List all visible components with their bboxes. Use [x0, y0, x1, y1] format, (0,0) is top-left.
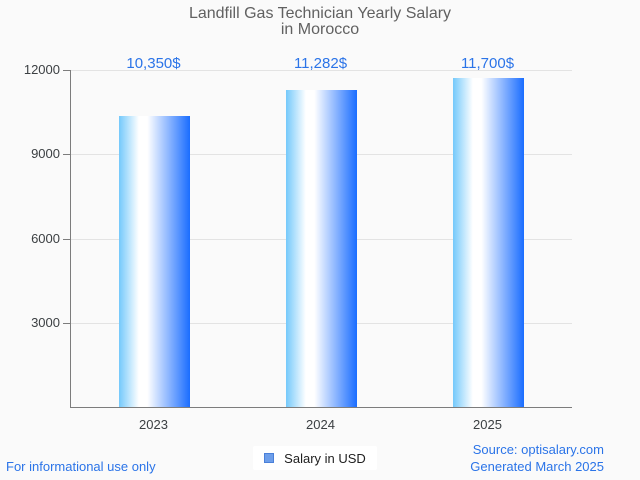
legend: Salary in USD — [253, 446, 377, 470]
x-tick-label: 2023 — [139, 417, 168, 432]
x-tick-label: 2025 — [473, 417, 502, 432]
plot-area — [70, 70, 572, 408]
legend-label: Salary in USD — [284, 450, 366, 466]
y-axis-tick — [63, 238, 70, 240]
bar-value-label: 11,282$ — [293, 55, 348, 72]
bar-value-label: 11,700$ — [460, 55, 515, 72]
y-axis-tick — [63, 322, 70, 324]
disclaimer-text: For informational use only — [6, 459, 156, 474]
bar — [286, 90, 357, 407]
footer-source-block: Source: optisalary.com Generated March 2… — [470, 441, 604, 475]
y-tick-label: 12000 — [23, 62, 60, 77]
chart-title-line1: Landfill Gas Technician Yearly Salary — [188, 5, 452, 22]
generated-date: Generated March 2025 — [470, 459, 604, 474]
y-tick-label: 9000 — [31, 146, 60, 162]
y-axis-tick — [63, 70, 70, 71]
y-tick-label: 3000 — [31, 314, 60, 330]
chart-title-line2: in Morocco — [280, 21, 360, 38]
x-tick-label: 2024 — [306, 417, 335, 432]
chart-title: Landfill Gas Technician Yearly Salary in… — [0, 6, 640, 38]
legend-swatch-icon — [264, 453, 275, 463]
bar-value-label: 10,350$ — [126, 55, 181, 72]
y-tick-label: 6000 — [31, 230, 60, 246]
bar — [119, 116, 190, 407]
source-link[interactable]: Source: optisalary.com — [472, 442, 604, 457]
gridline — [71, 70, 572, 71]
bar — [453, 78, 524, 407]
y-axis-tick — [63, 154, 70, 156]
